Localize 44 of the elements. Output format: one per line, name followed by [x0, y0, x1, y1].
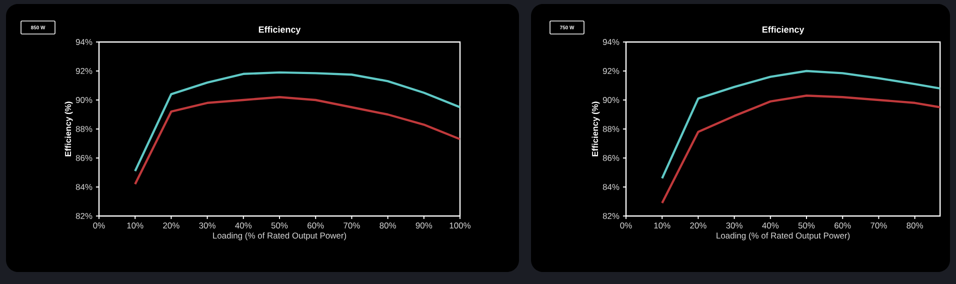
y-tick-label: 90% [76, 97, 92, 103]
y-tick-label: 88% [76, 126, 92, 132]
y-axis-title: Efficiency (%) [592, 102, 600, 156]
line-series [134, 71, 460, 172]
line-series [661, 70, 940, 180]
y-tick-label: 88% [602, 126, 620, 132]
x-tick-label: 0% [93, 222, 105, 229]
x-axis-title: Loading (% of Rated Output Power) [716, 232, 850, 240]
x-tick-label: 70% [344, 222, 360, 229]
x-tick-label: 10% [127, 222, 144, 229]
y-tick-label: 86% [602, 155, 620, 161]
x-tick-label: 50% [271, 222, 288, 229]
x-tick-label: 0% [620, 222, 632, 229]
x-tick-label: 80% [380, 222, 396, 229]
x-tick-label: 10% [654, 222, 670, 229]
chart-title: Efficiency [762, 26, 804, 34]
line-series [661, 94, 940, 204]
y-tick-label: 92% [602, 68, 620, 74]
y-tick-label: 94% [602, 39, 620, 45]
y-tick-label: 82% [76, 213, 92, 219]
x-tick-label: 30% [726, 222, 742, 229]
y-tick-label: 84% [76, 184, 92, 190]
y-tick-label: 82% [602, 213, 620, 219]
y-tick-label: 86% [76, 155, 92, 161]
x-tick-label: 60% [308, 222, 324, 229]
line-series [134, 96, 460, 186]
x-tick-label: 90% [416, 222, 432, 229]
x-tick-label: 40% [235, 222, 252, 229]
y-tick-label: 90% [602, 97, 620, 103]
x-axis-title: Loading (% of Rated Output Power) [213, 232, 346, 240]
y-axis-title: Efficiency (%) [64, 102, 73, 156]
x-tick-label: 20% [163, 222, 180, 229]
x-tick-label: 100% [450, 222, 471, 229]
x-tick-label: 60% [834, 222, 851, 229]
y-tick-label: 94% [76, 39, 92, 45]
x-tick-label: 70% [870, 222, 887, 229]
x-tick-label: 50% [798, 222, 815, 229]
y-tick-label: 84% [602, 184, 620, 190]
x-tick-label: 40% [762, 222, 779, 229]
x-tick-label: 20% [690, 222, 706, 229]
x-tick-label: 30% [199, 222, 216, 229]
chart-title: Efficiency [258, 26, 301, 34]
y-tick-label: 92% [76, 68, 92, 74]
x-tick-label: 80% [906, 222, 923, 229]
